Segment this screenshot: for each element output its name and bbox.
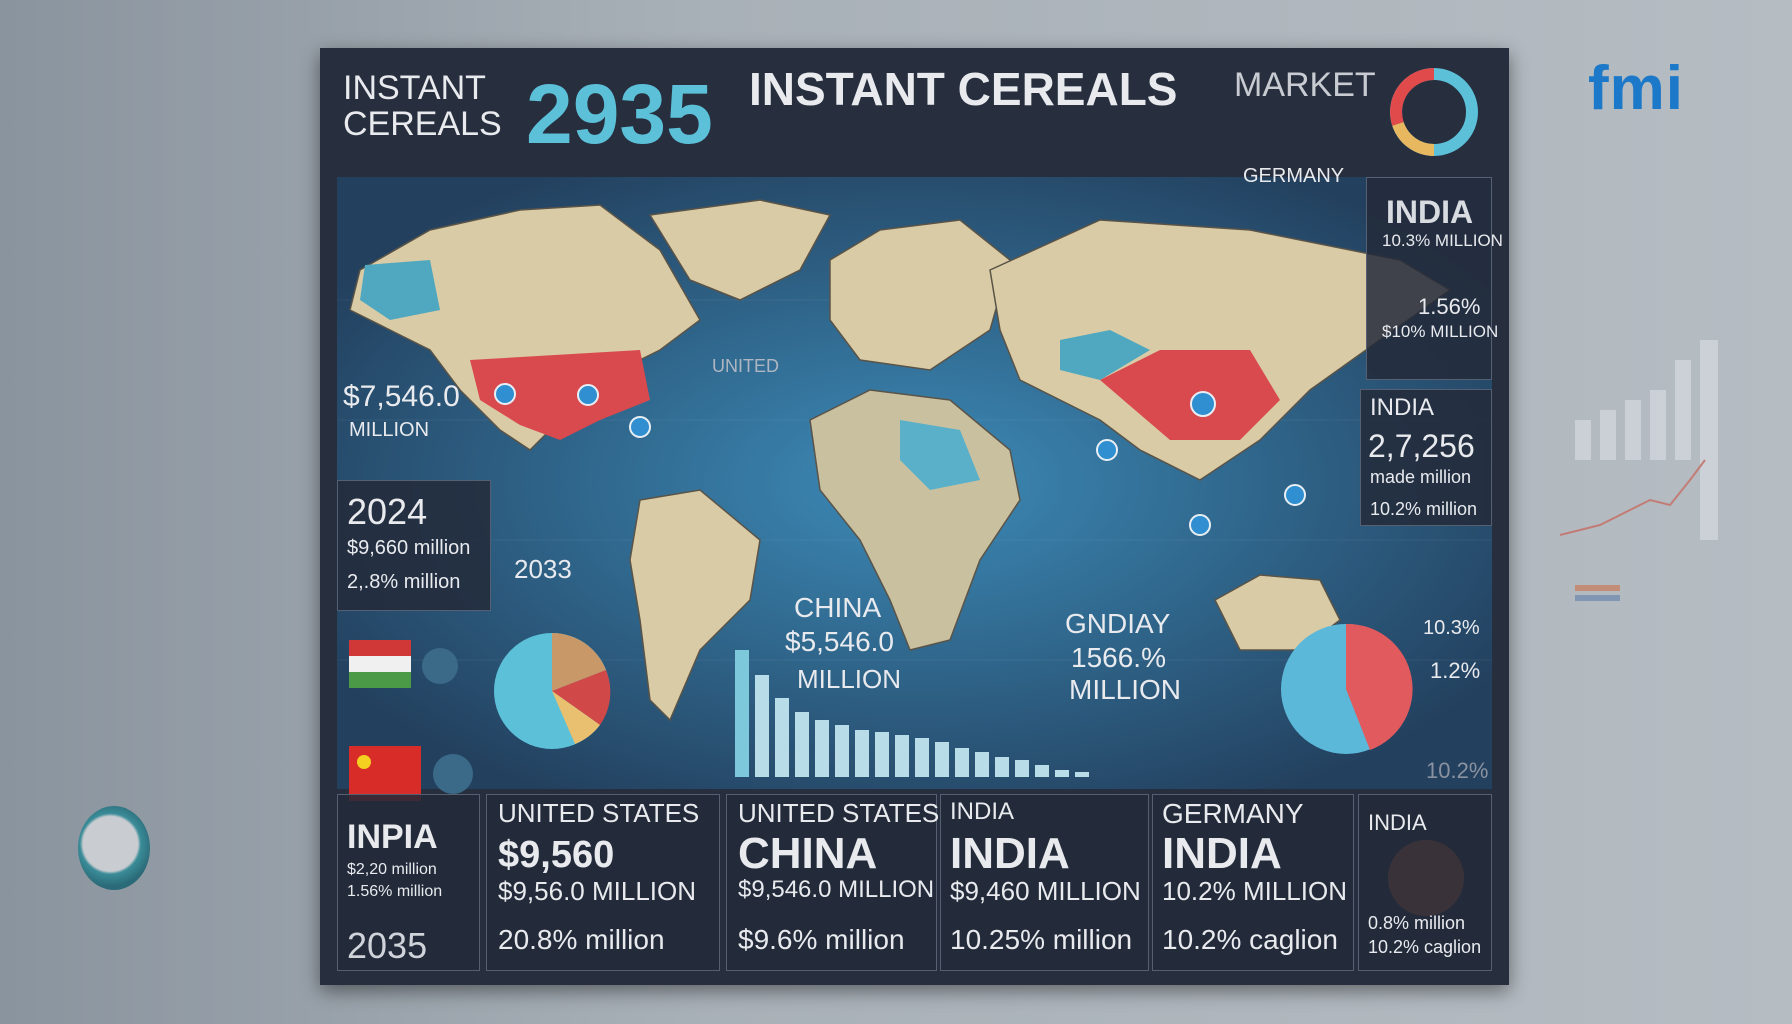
flag-1 (349, 640, 411, 688)
title-suffix: MARKET (1234, 66, 1376, 104)
decor-pie-right (1281, 623, 1413, 754)
greenland (648, 199, 832, 301)
bottom-card-text: INDIA (950, 829, 1070, 878)
gndiay-value: 1566.% (1071, 642, 1166, 673)
left-title: INSTANT CEREALS (343, 69, 502, 143)
australia (1214, 574, 1341, 651)
globe-icon (433, 754, 473, 794)
bottom-card-text: INDIA (950, 798, 1015, 825)
left-unit: MILLION (349, 419, 430, 441)
bottom-card (726, 794, 937, 971)
central-asia-region (1060, 330, 1150, 380)
bottom-card-text: $2,20 million (347, 861, 437, 878)
decor-bars (735, 650, 1089, 777)
card-right-2 (1360, 389, 1492, 526)
right-value: 2,7,256 (1368, 428, 1475, 464)
bottom-card-text: 0.8% million (1368, 913, 1466, 933)
usa-region (470, 350, 650, 440)
bottom-card (940, 794, 1149, 971)
europe (829, 219, 1011, 371)
south-america (629, 489, 761, 722)
bottom-card-text: 10.2% caglion (1162, 924, 1338, 955)
bottom-card-text: 10.2% MILLION (1162, 876, 1347, 906)
bottom-card-text: $9,560 (498, 834, 615, 876)
bottom-card-text: $9,56.0 MILLION (498, 876, 696, 906)
bottom-card-text: 10.25% million (950, 924, 1133, 955)
gndiay-name: GNDIAY (1065, 608, 1171, 639)
card-year: 2024 (347, 491, 428, 532)
flag-2 (349, 746, 421, 801)
right-pct: 10.2% (1426, 758, 1489, 783)
bottom-card-text: GERMANY (1162, 798, 1304, 829)
bottom-card-text: $9,460 MILLION (950, 876, 1141, 906)
bottom-card-text: 2035 (347, 925, 428, 966)
china-unit: MILLION (797, 664, 902, 694)
china-name: CHINA (794, 592, 882, 623)
bottom-card (337, 794, 480, 971)
year-2: 2033 (514, 554, 572, 584)
card-left (337, 480, 491, 611)
right-line: $10% MILLION (1382, 322, 1499, 341)
card-line: $9,660 million (347, 537, 471, 559)
right-name: INDIA (1386, 194, 1474, 230)
bottom-card-text: $9.6% million (738, 924, 905, 955)
right-pct: 1.2% (1430, 658, 1481, 683)
title: INSTANT CEREALS (749, 63, 1178, 115)
bottom-card-text: INDIA (1368, 810, 1427, 835)
bottom-card-text: INPIA (347, 818, 438, 856)
right-line: 10.3% MILLION (1382, 231, 1503, 250)
right-pct: 10.3% (1423, 617, 1480, 639)
bottom-card (1152, 794, 1354, 971)
bottom-card-text: UNITED STATES (498, 798, 700, 828)
globe-icon (422, 648, 458, 684)
bottom-card-text: 20.8% million (498, 924, 665, 955)
bottom-card-text: INDIA (1162, 829, 1282, 878)
bottom-card-text: UNITED STATES (738, 798, 940, 828)
card-line: 2,.8% million (347, 571, 461, 593)
bottom-card-text: CHINA (738, 829, 878, 878)
bottom-card-text: 1.56% million (347, 883, 443, 900)
left-value: $7,546.0 (343, 380, 460, 413)
bottom-card-text: $9,546.0 MILLION (738, 876, 935, 903)
card-right-1 (1366, 177, 1492, 380)
label-germany: GERMANY (1243, 165, 1345, 187)
decor-donut (1390, 68, 1478, 156)
right-line: made million (1370, 467, 1472, 487)
right-line: 10.2% million (1370, 499, 1478, 519)
gndiay-unit: MILLION (1069, 674, 1182, 705)
decor-pie-left (494, 633, 611, 749)
china-region (1100, 350, 1280, 440)
label-united: UNITED (712, 356, 779, 376)
africa-region (900, 420, 980, 490)
decor-blob (78, 806, 150, 890)
bottom-card (486, 794, 720, 971)
year: 2935 (526, 67, 713, 161)
alaska-region (360, 260, 440, 320)
right-line: 1.56% (1418, 294, 1481, 319)
bottom-card (1358, 794, 1492, 971)
bottom-card-text: 10.2% caglion (1368, 937, 1482, 957)
china-value: $5,546.0 (785, 626, 894, 657)
logo: fmi (1588, 54, 1684, 123)
right-name: INDIA (1370, 394, 1435, 421)
